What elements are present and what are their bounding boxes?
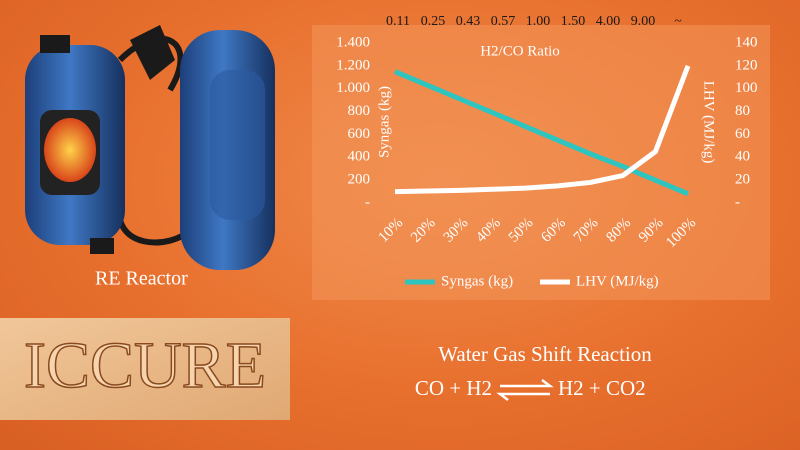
y2-tick-label: 140 — [735, 34, 758, 50]
top-tick-label: 0.11 — [386, 14, 410, 29]
y-tick-label: 200 — [348, 172, 371, 188]
image-caption: RE Reactor — [95, 268, 188, 290]
top-tick-label: 9.00 — [631, 14, 656, 29]
y-tick-label: 600 — [348, 126, 371, 142]
top-tick-label: 0.25 — [421, 14, 446, 29]
top-tick-label: ~ — [674, 14, 682, 29]
legend-label: Syngas (kg) — [441, 273, 513, 289]
y-tick-label: 1.000 — [336, 80, 370, 96]
legend-label: LHV (MJ/kg) — [576, 273, 659, 289]
reaction-right: H2 + CO2 — [558, 376, 646, 400]
y2-tick-label: 40 — [735, 149, 750, 165]
top-tick-label: 1.50 — [561, 14, 586, 29]
reaction-left: CO + H2 — [415, 376, 492, 400]
chart-panel — [312, 25, 770, 300]
equilibrium-arrows — [496, 379, 554, 401]
y-tick-label: - — [365, 194, 370, 210]
y-tick-label: 800 — [348, 103, 371, 119]
y2-tick-label: 120 — [735, 57, 758, 73]
y2-tick-label: 60 — [735, 126, 750, 142]
y2-tick-label: 80 — [735, 103, 750, 119]
top-tick-label: 4.00 — [596, 14, 621, 29]
y2-axis-title: LHV (MJ/kg) — [701, 81, 717, 164]
top-tick-label: 1.00 — [526, 14, 551, 29]
y-tick-label: 1.400 — [336, 34, 370, 50]
top-tick-label: 0.43 — [456, 14, 481, 29]
series-line — [394, 69, 689, 197]
y-tick-label: 400 — [348, 149, 371, 165]
logo-panel — [0, 318, 290, 420]
reactor-illustration — [25, 25, 275, 270]
series-line — [394, 64, 691, 195]
logo-text: ICCURE — [24, 329, 266, 402]
y-axis-title: Syngas (kg) — [376, 86, 392, 158]
y2-tick-label: 20 — [735, 172, 750, 188]
y-tick-label: 1.200 — [336, 57, 370, 73]
y2-tick-label: - — [735, 194, 740, 210]
reaction-title: Water Gas Shift Reaction — [438, 342, 652, 366]
top-axis-title: H2/CO Ratio — [480, 43, 560, 59]
top-tick-label: 0.57 — [491, 14, 516, 29]
y2-tick-label: 100 — [735, 80, 758, 96]
